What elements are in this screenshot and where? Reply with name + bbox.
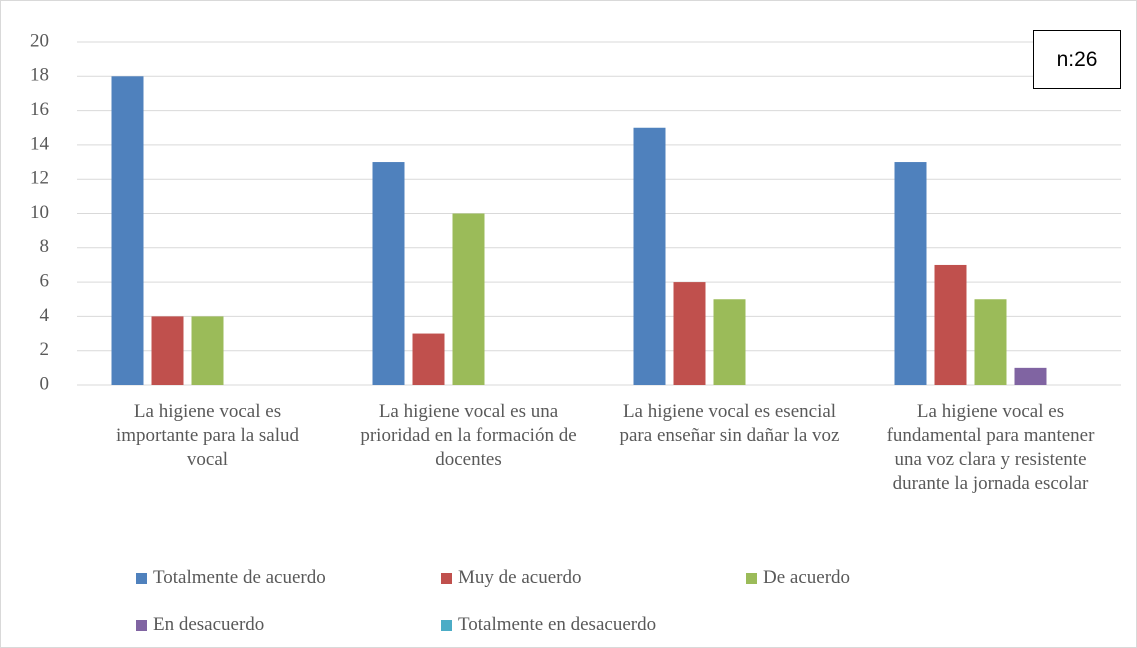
legend-swatch	[136, 572, 147, 584]
legend-swatch	[441, 572, 452, 584]
bar	[633, 127, 666, 385]
bar	[412, 333, 445, 385]
legend-label: Muy de acuerdo	[458, 567, 582, 588]
bar	[713, 299, 746, 385]
bar	[934, 264, 967, 385]
annotation: n:26	[1033, 30, 1121, 89]
y-tick-label: 4	[40, 305, 50, 326]
legend-item: Totalmente de acuerdo	[136, 567, 326, 589]
bar	[372, 162, 405, 385]
bar	[673, 282, 706, 385]
x-tick-label: La higiene vocal es importante para la s…	[115, 401, 300, 470]
y-tick-label: 6	[40, 270, 50, 291]
y-tick-label: 18	[30, 65, 49, 86]
bar	[452, 213, 485, 385]
legend-swatch	[746, 572, 757, 584]
legend-item: En desacuerdo	[136, 614, 264, 636]
legend-item: De acuerdo	[746, 567, 850, 589]
y-tick-label: 16	[30, 99, 49, 120]
legend-label: Totalmente en desacuerdo	[458, 614, 657, 635]
bar	[151, 316, 184, 385]
x-tick-label: La higiene vocal es fundamental para man…	[886, 401, 1095, 494]
y-tick-label: 10	[30, 202, 49, 223]
legend-label: De acuerdo	[763, 567, 851, 588]
legend-swatch	[136, 619, 147, 631]
legend-swatch	[441, 619, 452, 631]
y-tick-label: 14	[30, 133, 50, 154]
legend-item: Muy de acuerdo	[441, 567, 581, 589]
y-tick-label: 12	[30, 168, 49, 189]
y-tick-label: 2	[40, 339, 50, 360]
legend-label: Totalmente de acuerdo	[153, 567, 326, 588]
legend-item: Totalmente en desacuerdo	[441, 614, 656, 636]
bar	[1014, 367, 1047, 385]
y-tick-label: 8	[40, 236, 50, 257]
bar	[894, 162, 927, 385]
bar	[974, 299, 1007, 385]
x-tick-label: La higiene vocal es una prioridad en la …	[360, 401, 577, 470]
bar	[191, 316, 224, 385]
y-tick-label: 0	[40, 373, 50, 394]
legend-label: En desacuerdo	[153, 614, 265, 635]
y-tick-label: 20	[30, 30, 49, 51]
x-tick-label: La higiene vocal es esencial para enseña…	[619, 401, 840, 446]
bar	[111, 76, 144, 386]
